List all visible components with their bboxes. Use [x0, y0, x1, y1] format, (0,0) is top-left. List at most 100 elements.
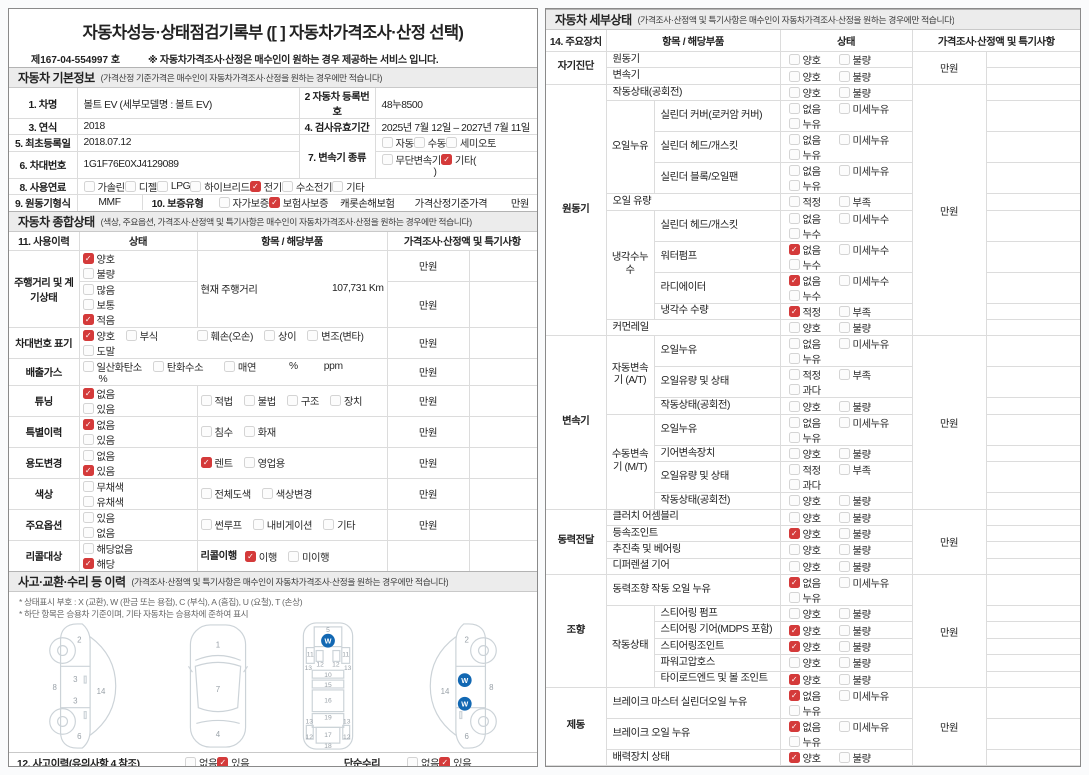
unchecked-checkbox-icon[interactable] [307, 329, 319, 341]
unchecked-checkbox-icon[interactable] [788, 212, 800, 224]
unchecked-checkbox-icon[interactable] [788, 416, 800, 428]
checkbox-option[interactable]: 양호 [788, 446, 839, 461]
unchecked-checkbox-icon[interactable] [838, 212, 850, 224]
unchecked-checkbox-icon[interactable] [407, 756, 418, 766]
checkbox-option[interactable]: 부족 [838, 304, 901, 318]
unchecked-checkbox-icon[interactable] [838, 103, 850, 115]
checkbox-option[interactable]: 없음 [788, 164, 839, 178]
unchecked-checkbox-icon[interactable] [82, 433, 94, 445]
checkbox-option[interactable]: 누유 [788, 703, 839, 718]
unchecked-checkbox-icon[interactable] [83, 180, 95, 192]
checkbox-option[interactable]: 불량 [838, 672, 901, 687]
checkbox-option[interactable]: 색상변경 [261, 486, 312, 501]
unchecked-checkbox-icon[interactable] [788, 431, 800, 443]
unchecked-checkbox-icon[interactable] [281, 180, 293, 192]
checkbox-option[interactable]: 하이브리드 [190, 179, 250, 193]
checkbox-option[interactable]: 불량 [838, 656, 901, 670]
unchecked-checkbox-icon[interactable] [788, 608, 800, 620]
unchecked-checkbox-icon[interactable] [788, 165, 800, 177]
checkbox-option[interactable]: 불량 [838, 607, 901, 621]
checked-checkbox-icon[interactable]: ✓ [440, 153, 452, 165]
checkbox-option[interactable]: 없음 [185, 755, 218, 766]
unchecked-checkbox-icon[interactable] [788, 495, 800, 507]
checkbox-option[interactable]: 미세누수 [838, 273, 901, 288]
checkbox-option[interactable]: 양호 [788, 656, 839, 670]
unchecked-checkbox-icon[interactable] [788, 384, 800, 396]
unchecked-checkbox-icon[interactable] [838, 86, 850, 98]
checked-checkbox-icon[interactable]: ✓ [200, 457, 212, 469]
unchecked-checkbox-icon[interactable] [838, 400, 850, 412]
unchecked-checkbox-icon[interactable] [788, 149, 800, 161]
unchecked-checkbox-icon[interactable] [838, 54, 850, 66]
unchecked-checkbox-icon[interactable] [156, 180, 168, 192]
checkbox-option[interactable]: 미이행 [287, 549, 330, 564]
unchecked-checkbox-icon[interactable] [838, 338, 850, 350]
unchecked-checkbox-icon[interactable] [243, 426, 255, 438]
checkbox-option[interactable]: 미세누유 [838, 337, 901, 351]
checkbox-option[interactable]: 자가보증 [218, 195, 269, 210]
unchecked-checkbox-icon[interactable] [838, 544, 850, 556]
checked-checkbox-icon[interactable]: ✓ [788, 577, 800, 589]
checkbox-option[interactable]: 미세누유 [838, 102, 901, 116]
checkbox-option[interactable]: ✓ 적정 [788, 304, 839, 318]
checked-checkbox-icon[interactable]: ✓ [82, 557, 94, 569]
checkbox-option[interactable]: 양호 [788, 399, 839, 413]
checkbox-option[interactable]: 썬루프 [200, 517, 242, 532]
checkbox-option[interactable]: ✓ 있음 [439, 755, 472, 766]
checkbox-option[interactable]: 도말 [82, 343, 115, 357]
unchecked-checkbox-icon[interactable] [413, 137, 425, 149]
unchecked-checkbox-icon[interactable] [838, 322, 850, 334]
checkbox-option[interactable]: 미세누유 [838, 689, 901, 703]
unchecked-checkbox-icon[interactable] [788, 447, 800, 459]
unchecked-checkbox-icon[interactable] [788, 705, 800, 717]
checkbox-option[interactable]: 상이 [264, 328, 297, 343]
checkbox-option[interactable]: ✓ 해당 [82, 556, 143, 570]
checkbox-option[interactable]: 없음 [788, 415, 839, 430]
unchecked-checkbox-icon[interactable] [329, 395, 341, 407]
checkbox-option[interactable]: 불량 [838, 69, 901, 83]
unchecked-checkbox-icon[interactable] [185, 756, 196, 766]
checkbox-option[interactable]: ✓ 없음 [788, 273, 839, 288]
checkbox-option[interactable]: ✓ 양호 [82, 328, 115, 343]
unchecked-checkbox-icon[interactable] [243, 395, 255, 407]
checkbox-option[interactable]: ✓ 있음 [217, 755, 250, 766]
checkbox-option[interactable]: 없음 [788, 102, 839, 116]
checkbox-option[interactable]: 해당없음 [82, 541, 135, 556]
checkbox-option[interactable]: 훼손(오손) [196, 328, 253, 343]
checked-checkbox-icon[interactable]: ✓ [788, 274, 800, 286]
unchecked-checkbox-icon[interactable] [838, 560, 850, 572]
checkbox-option[interactable]: 없음 [82, 448, 135, 463]
checkbox-option[interactable]: 적정 [788, 463, 839, 477]
checkbox-option[interactable]: 부식 [125, 328, 186, 343]
checkbox-option[interactable]: 미세누수 [838, 211, 901, 226]
checkbox-option[interactable]: 양호 [788, 543, 839, 557]
checked-checkbox-icon[interactable]: ✓ [82, 418, 94, 430]
checkbox-option[interactable]: 불량 [838, 494, 901, 508]
unchecked-checkbox-icon[interactable] [82, 526, 94, 538]
checkbox-option[interactable]: 미세누유 [838, 720, 901, 734]
checkbox-option[interactable]: 없음 [82, 525, 143, 539]
checkbox-option[interactable]: 구조 [286, 393, 319, 408]
unchecked-checkbox-icon[interactable] [838, 528, 850, 540]
unchecked-checkbox-icon[interactable] [381, 137, 393, 149]
unchecked-checkbox-icon[interactable] [200, 426, 212, 438]
checkbox-option[interactable]: 미세누유 [838, 164, 901, 178]
unchecked-checkbox-icon[interactable] [82, 495, 94, 507]
unchecked-checkbox-icon[interactable] [788, 227, 800, 239]
checked-checkbox-icon[interactable]: ✓ [788, 752, 800, 764]
unchecked-checkbox-icon[interactable] [82, 283, 94, 295]
checked-checkbox-icon[interactable]: ✓ [788, 690, 800, 702]
checkbox-option[interactable]: 누수 [788, 257, 839, 271]
checked-checkbox-icon[interactable]: ✓ [788, 528, 800, 540]
checkbox-option[interactable]: 미세누수 [838, 242, 901, 257]
unchecked-checkbox-icon[interactable] [152, 360, 164, 372]
checkbox-option[interactable]: 가솔린 [83, 179, 125, 193]
checkbox-option[interactable]: 침수 [200, 424, 233, 439]
checkbox-option[interactable]: 누유 [788, 430, 839, 444]
checkbox-option[interactable]: 불량 [838, 543, 901, 557]
checkbox-option[interactable]: ✓ 있음 [82, 463, 143, 477]
unchecked-checkbox-icon[interactable] [788, 70, 800, 82]
unchecked-checkbox-icon[interactable] [838, 752, 850, 764]
checkbox-option[interactable]: 불량 [838, 751, 901, 765]
checkbox-option[interactable]: 누유 [788, 590, 839, 605]
